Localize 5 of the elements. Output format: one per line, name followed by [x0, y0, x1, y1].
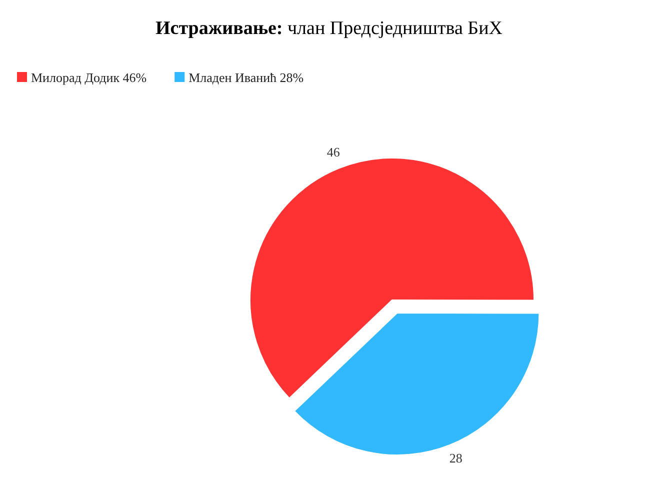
- data-label: 28: [449, 450, 462, 466]
- legend-label: Младен Иванић 28%: [188, 70, 304, 85]
- legend-label: Милорад Додик 46%: [31, 70, 147, 85]
- chart-title: Истраживање: члан Предсједништва БиХ: [156, 18, 503, 39]
- data-label: 46: [326, 144, 340, 160]
